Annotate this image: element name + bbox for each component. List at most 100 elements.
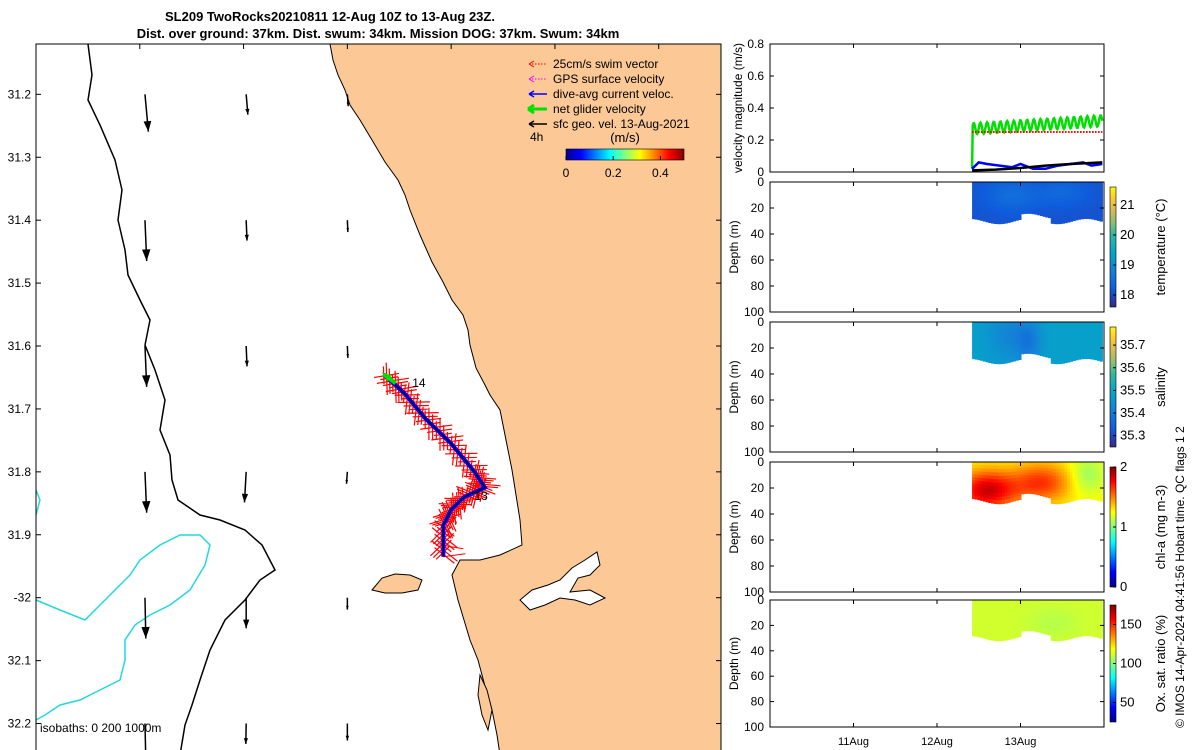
y-tick-label: 20 [751, 481, 765, 495]
y-tick-label: 31.9 [8, 528, 32, 542]
island [371, 573, 423, 594]
legend-entry-current: dive-avg current veloc. [528, 87, 674, 101]
colorbar-tick-label: 35.7 [1120, 337, 1145, 352]
swim-vector [386, 377, 388, 396]
net-velocity-arrow [381, 372, 397, 385]
y-tick-label: 20 [751, 341, 765, 355]
speed-colorbar-ticks: 0 0.2 0.4 [563, 156, 669, 180]
y-tick-label: 31.3 [8, 150, 32, 164]
swim-vector [482, 483, 501, 487]
time-tick-label: 12Aug [921, 736, 953, 748]
colorbar-tick-label: 18 [1120, 287, 1134, 302]
salinity-panel: 0 20 40 60 80 100 Depth (m) 35.3 35.4 35.5 35.6 35.… [727, 315, 1168, 459]
y-tick-label: 32.2 [8, 717, 32, 731]
chla-panel: 0 20 40 60 80 100 Depth (m) 0 1 2 chl-a (mg m-3) [727, 455, 1168, 599]
y-tick-label: 31.2 [8, 87, 32, 101]
swim-vector [461, 459, 466, 478]
time-tick-label: 11Aug [838, 736, 869, 748]
swim-vector [394, 385, 397, 404]
island [477, 673, 493, 732]
y-tick-label: 0 [757, 175, 764, 189]
y-tick-label: 0 [757, 455, 764, 469]
temperature-panel: 0 20 40 60 80 100 Depth (m) 18 19 20 21 temperature… [727, 175, 1168, 319]
y-tick-label: 60 [751, 533, 765, 547]
isobath-1000m [36, 489, 41, 516]
y-tick-label: 0.6 [747, 69, 764, 83]
colorbar-label: chl-a (mg m-3) [1153, 485, 1168, 570]
legend-label: dive-avg current veloc. [553, 87, 674, 101]
y-tick-label: 60 [751, 253, 765, 267]
colorbar-tick-label: 150 [1120, 617, 1142, 632]
legend-label: 25cm/s swim vector [553, 57, 658, 71]
time-axis: 11Aug 12Aug 13Aug [838, 736, 1036, 748]
heatmap-cells [972, 322, 1103, 365]
glider-track: 14 13 [374, 362, 501, 564]
colorbar-tick-label: 35.4 [1120, 405, 1145, 420]
y-tick-label: 100 [744, 720, 764, 734]
time-step-label: 4h [530, 130, 543, 144]
colorbar-tick-label: 1 [1120, 519, 1127, 534]
colorbar-tick-label: 0 [1120, 579, 1127, 594]
y-tick-label: 20 [751, 618, 765, 632]
y-tick-label: 31.5 [8, 276, 32, 290]
y-axis-label: velocity magnitude (m/s) [731, 43, 745, 173]
geo-vector [142, 471, 151, 513]
heatmap-cells [972, 462, 1103, 505]
geo-vector [144, 723, 147, 750]
velocity-series [970, 113, 1104, 169]
geo-vector [346, 345, 350, 358]
colorbar-tick-label: 50 [1120, 695, 1134, 710]
y-tick-label: 60 [751, 669, 765, 683]
y-tick-label: 100 [744, 305, 764, 319]
legend-entry-swim: 25cm/s swim vector [528, 57, 658, 71]
legend-label: sfc geo. vel. 13-Aug-2021 [553, 117, 690, 131]
y-tick-label: 80 [751, 419, 765, 433]
y-tick-label: 0.2 [747, 133, 764, 147]
y-tick-label: 80 [751, 279, 765, 293]
colorbar-tick-label: 21 [1120, 197, 1134, 212]
y-tick-label: 60 [751, 393, 765, 407]
geo-vector [142, 345, 151, 387]
colorbar-tick-label: 35.5 [1120, 382, 1145, 397]
isobath-1000m [36, 534, 211, 721]
heatmap-cells [972, 182, 1103, 225]
swim-vector [456, 485, 474, 494]
y-tick-label: 32.1 [8, 654, 32, 668]
estuary [519, 551, 607, 611]
geo-velocity-vectors [141, 94, 350, 750]
colorbar-tick-label: 0.2 [605, 166, 622, 180]
isobaths-label: isobaths: 0 200 1000m [40, 721, 161, 735]
y-tick-label: 20 [751, 201, 765, 215]
colorbar-tick-label: 0 [563, 166, 570, 180]
colorbar-tick-label: 100 [1120, 656, 1142, 671]
time-tick-label: 13Aug [1005, 736, 1037, 748]
legend-entry-gps: GPS surface velocity [528, 72, 664, 86]
y-axis-label: Depth (m) [727, 360, 741, 413]
geo-vector [142, 220, 151, 262]
y-tick-label: 80 [751, 695, 765, 709]
geo-vector [245, 94, 250, 115]
swim-vector [464, 481, 483, 490]
y-tick-label: 80 [751, 559, 765, 573]
y-tick-label: 0 [757, 593, 764, 607]
y-tick-label: 31.6 [8, 339, 32, 353]
legend-label: GPS surface velocity [553, 72, 664, 86]
y-axis-label: Depth (m) [727, 220, 741, 273]
legend-label: net glider velocity [553, 102, 646, 116]
geo-vector [141, 597, 150, 639]
heatmap-cells [972, 600, 1103, 642]
map-ticks: 115115.2115.4115.6115.811631.231.331.431… [8, 44, 721, 731]
credit-text: © IMOS 14-Apr-2024 04:41:56 Hobart time.… [1173, 426, 1187, 728]
colorbar-label: salinity [1153, 367, 1168, 407]
y-tick-label: 0 [757, 315, 764, 329]
geo-vector [143, 94, 152, 132]
track-line [383, 373, 486, 557]
swim-vector [451, 447, 456, 466]
y-tick-label: 0.4 [747, 101, 764, 115]
swim-vector [443, 553, 466, 558]
y-tick-label: 31.8 [8, 465, 32, 479]
legend-entry-geo: sfc geo. vel. 13-Aug-2021 [528, 117, 690, 131]
y-tick-label: 31.7 [8, 402, 32, 416]
